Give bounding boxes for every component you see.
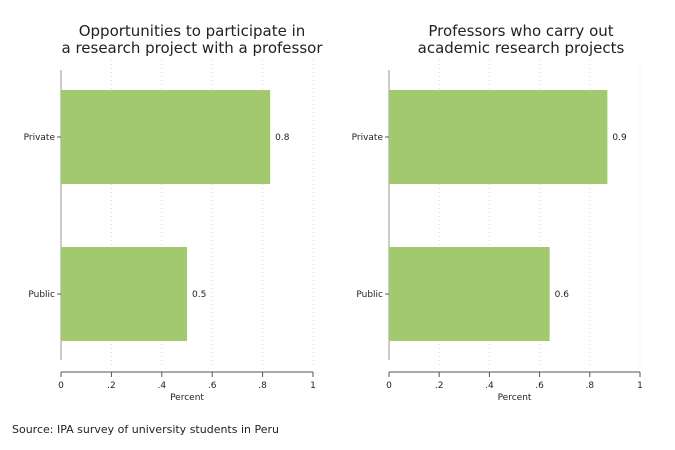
panel2-x-tick-label: .6 [535, 381, 544, 391]
panel2-data-label: 0.9 [612, 133, 627, 143]
panel1-category-label: Public [28, 290, 55, 300]
panel2-x-tick-label: 1 [637, 381, 643, 391]
panel1-category-label: Private [24, 133, 56, 143]
panel2-x-axis-label: Percent [498, 393, 532, 403]
panel1-x-tick-label: .6 [208, 381, 217, 391]
panel2-title-line: Professors who carry out [428, 22, 613, 40]
source-note: Source: IPA survey of university student… [12, 423, 279, 436]
panel2-x-tick-label: .2 [435, 381, 444, 391]
panel1-title-line: Opportunities to participate in [79, 22, 306, 40]
panel1-x-tick-label: .4 [158, 381, 167, 391]
panel2-x-tick-label: .4 [485, 381, 494, 391]
panel1-x-tick-label: 1 [310, 381, 316, 391]
panel1-data-label: 0.5 [192, 290, 206, 300]
panel2-x-tick-label: .8 [586, 381, 595, 391]
panel2-data-label: 0.6 [555, 290, 570, 300]
panel2-bar-public [389, 247, 550, 341]
panel1-x-tick-label: .2 [107, 381, 116, 391]
panel2-title-line: academic research projects [418, 39, 625, 57]
panel1-bar-private [61, 90, 271, 184]
panel1-x-axis-label: Percent [170, 393, 204, 403]
panel1-bar-public [61, 247, 187, 341]
panel1-title-line: a research project with a professor [61, 39, 323, 57]
panel2-category-label: Private [352, 133, 384, 143]
panel2-category-label: Public [356, 290, 383, 300]
panel1-x-tick-label: 0 [58, 381, 64, 391]
panel2-bar-private [389, 90, 608, 184]
panel2-x-tick-label: 0 [386, 381, 392, 391]
panel1-x-tick-label: .8 [258, 381, 267, 391]
panel1-data-label: 0.8 [275, 133, 290, 143]
